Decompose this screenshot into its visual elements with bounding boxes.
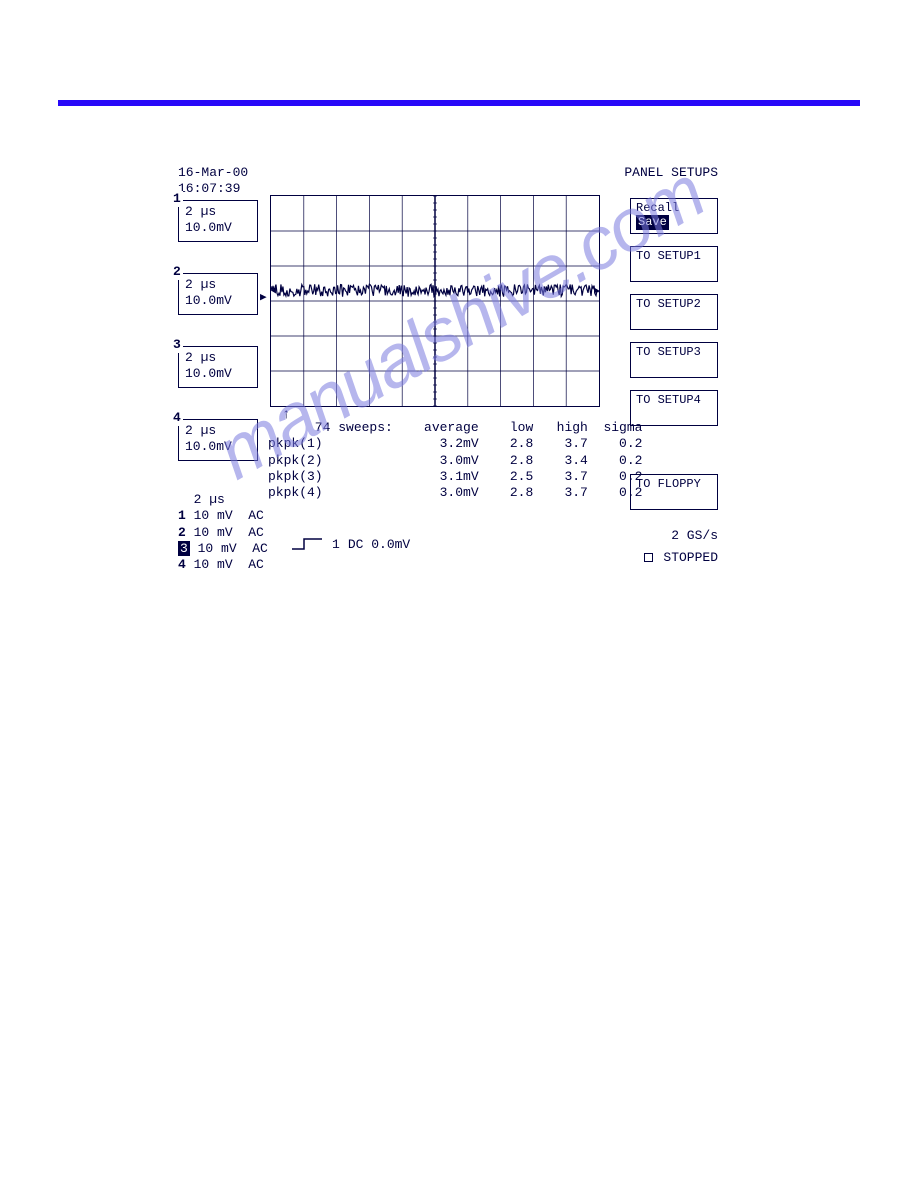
oscilloscope-grid xyxy=(270,195,600,407)
to-floppy-button[interactable]: TO FLOPPY xyxy=(630,474,718,510)
save-highlight: Save xyxy=(636,215,669,229)
trigger-level: DC 0.0mV xyxy=(348,537,410,552)
channel-num-2: 2 xyxy=(171,264,183,280)
channel-box-4[interactable]: 4 2 µs 10.0mV xyxy=(178,419,258,461)
ch2-vdiv: 10.0mV xyxy=(185,293,251,309)
ch3-vdiv: 10.0mV xyxy=(185,366,251,382)
to-setup2-button[interactable]: TO SETUP2 xyxy=(630,294,718,330)
setup2-label: TO SETUP2 xyxy=(636,297,701,311)
recall-save-button[interactable]: Recall Save xyxy=(630,198,718,234)
channel-num-4: 4 xyxy=(171,410,183,426)
channel-box-1[interactable]: 1 2 µs 10.0mV xyxy=(178,200,258,242)
to-setup4-button[interactable]: TO SETUP4 xyxy=(630,390,718,426)
ch1-timebase: 2 µs xyxy=(185,204,251,220)
setup3-label: TO SETUP3 xyxy=(636,345,701,359)
rising-edge-icon xyxy=(292,536,324,552)
channel-num-1: 1 xyxy=(171,191,183,207)
channel-box-3[interactable]: 3 2 µs 10.0mV xyxy=(178,346,258,388)
floppy-label: TO FLOPPY xyxy=(636,477,701,491)
ch4-timebase: 2 µs xyxy=(185,423,251,439)
trigger-channel: 1 xyxy=(332,537,340,552)
ch2-timebase: 2 µs xyxy=(185,277,251,293)
trigger-readout: 1 DC 0.0mV xyxy=(292,536,410,552)
date-text: 16-Mar-00 xyxy=(178,165,248,181)
acquisition-status: STOPPED xyxy=(644,550,718,565)
trace-marker-left: ▶ xyxy=(260,290,267,304)
datetime: 16-Mar-00 16:07:39 xyxy=(178,165,248,196)
channel-settings-list: 2 µs 1 10 mV AC 2 10 mV AC 3 10 mV AC 4 … xyxy=(178,492,268,573)
ch3-timebase: 2 µs xyxy=(185,350,251,366)
time-text: 16:07:39 xyxy=(178,181,248,197)
to-setup3-button[interactable]: TO SETUP3 xyxy=(630,342,718,378)
setup4-label: TO SETUP4 xyxy=(636,393,701,407)
ch4-vdiv: 10.0mV xyxy=(185,439,251,455)
recall-label: Recall xyxy=(636,201,712,215)
to-setup1-button[interactable]: TO SETUP1 xyxy=(630,246,718,282)
measurement-stats: 74 sweeps: average low high sigma pkpk(1… xyxy=(268,420,642,501)
stop-square-icon xyxy=(644,553,653,562)
status-text: STOPPED xyxy=(663,550,718,565)
channel-box-2[interactable]: 2 2 µs 10.0mV xyxy=(178,273,258,315)
channel-num-3: 3 xyxy=(171,337,183,353)
panel-setups-title: PANEL SETUPS xyxy=(624,165,718,180)
setup1-label: TO SETUP1 xyxy=(636,249,701,263)
header-blue-bar xyxy=(58,100,860,106)
sample-rate: 2 GS/s xyxy=(671,528,718,543)
ch1-vdiv: 10.0mV xyxy=(185,220,251,236)
